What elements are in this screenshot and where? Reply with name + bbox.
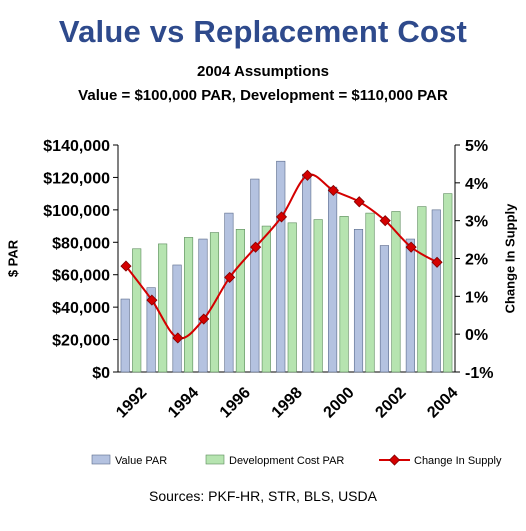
bar-value-par — [224, 212, 234, 373]
chart-source: Sources: PKF-HR, STR, BLS, USDA — [149, 488, 377, 504]
bar-development-cost-par — [235, 229, 245, 373]
x-tick-label: 2000 — [321, 384, 358, 421]
point-change-in-supply — [405, 241, 417, 253]
chart-subtitle: 2004 Assumptions — [197, 63, 329, 80]
chart-title: Value vs Replacement Cost — [58, 14, 468, 49]
x-tick-label: 1998 — [269, 384, 306, 421]
point-change-in-supply — [431, 256, 443, 268]
bar-development-cost-par — [339, 216, 349, 373]
point-change-in-supply — [379, 215, 391, 227]
y-tick-label-left: $60,000 — [52, 268, 110, 285]
bar-value-par — [198, 238, 208, 373]
x-tick-label: 2004 — [424, 384, 461, 421]
bar-development-cost-par — [158, 243, 168, 373]
point-change-in-supply — [224, 271, 236, 283]
point-change-in-supply — [172, 332, 184, 344]
legend-swatch-value-par — [91, 454, 111, 465]
legend-label-change-in-supply: Change In Supply — [414, 455, 502, 467]
bar-value-par — [250, 178, 260, 373]
y-tick-label-left: $0 — [92, 365, 110, 382]
point-change-in-supply — [120, 260, 132, 272]
y-tick-label-left: $120,000 — [43, 170, 110, 187]
bar-development-cost-par — [443, 193, 453, 373]
bar-value-par — [353, 229, 364, 373]
y-tick-label-left: $100,000 — [43, 203, 110, 220]
y-axis-label-right: Change In Supply — [502, 203, 517, 314]
y-tick-label-left: $140,000 — [43, 138, 110, 155]
y-tick-label-right: 1% — [465, 289, 488, 306]
bar-value-par — [379, 245, 389, 373]
y-tick-label-left: $40,000 — [52, 300, 110, 317]
bar-development-cost-par — [417, 206, 427, 373]
y-axis-label-left: $ PAR — [5, 239, 20, 277]
bar-development-cost-par — [391, 211, 401, 373]
bar-value-par — [276, 160, 286, 373]
point-change-in-supply — [353, 196, 365, 208]
point-change-in-supply — [275, 211, 288, 223]
y-tick-label-left: $80,000 — [52, 235, 110, 252]
bar-development-cost-par — [313, 219, 323, 373]
y-tick-label-left: $20,000 — [52, 333, 110, 350]
bar-value-par — [431, 209, 441, 373]
y-tick-label-right: -1% — [465, 365, 493, 382]
x-tick-label: 1992 — [113, 384, 150, 421]
bar-value-par — [405, 238, 415, 373]
bar-value-par — [146, 287, 156, 373]
legend-swatch-development-cost-par — [205, 454, 225, 465]
legend-label-value-par: Value PAR — [115, 455, 167, 467]
x-tick-label: 2002 — [372, 384, 409, 421]
point-change-in-supply — [327, 184, 339, 196]
bar-value-par — [328, 186, 338, 373]
bar-development-cost-par — [365, 212, 375, 373]
legend-label-development-cost-par: Development Cost PAR — [229, 455, 344, 467]
y-tick-label-right: 5% — [465, 138, 488, 155]
x-tick-label: 1996 — [217, 384, 254, 421]
y-tick-label-right: 0% — [465, 327, 488, 344]
point-change-in-supply — [146, 294, 158, 306]
bar-development-cost-par — [261, 225, 271, 373]
point-change-in-supply — [198, 313, 210, 325]
y-tick-label-right: 4% — [465, 176, 488, 193]
bar-development-cost-par — [132, 248, 142, 373]
bar-development-cost-par — [287, 222, 297, 373]
bar-value-par — [120, 298, 130, 373]
bar-value-par — [172, 264, 182, 373]
point-change-in-supply — [250, 241, 262, 253]
bar-value-par — [302, 173, 312, 373]
point-change-in-supply — [301, 169, 313, 181]
y-tick-label-right: 2% — [465, 252, 488, 269]
legend-marker-change-in-supply — [388, 454, 401, 466]
x-tick-label: 1994 — [165, 384, 202, 421]
bar-development-cost-par — [184, 237, 194, 373]
y-tick-label-right: 3% — [465, 214, 488, 231]
chart-assumptions: Value = $100,000 PAR, Development = $110… — [78, 87, 448, 104]
